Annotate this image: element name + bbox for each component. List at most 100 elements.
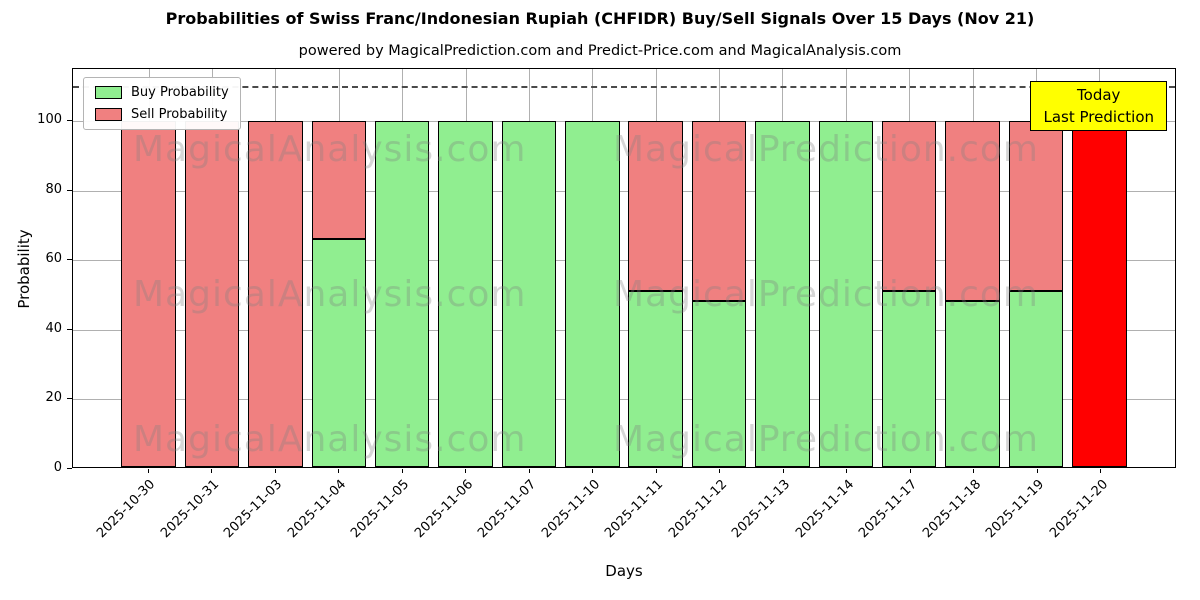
legend: Buy Probability Sell Probability <box>83 77 241 130</box>
plot-area: MagicalAnalysis.com MagicalPrediction.com… <box>72 68 1176 468</box>
legend-item-sell: Sell Probability <box>95 107 229 122</box>
x-tick-label-text: 2025-11-07 <box>475 477 540 542</box>
grid-line-horizontal <box>73 399 1175 401</box>
grid-line-horizontal <box>73 329 1175 331</box>
bar-buy-segment <box>945 300 1000 467</box>
x-tick-label-text: 2025-11-12 <box>665 477 730 542</box>
today-annotation-line1: Today <box>1077 86 1121 104</box>
y-tick-label: 20 <box>45 390 62 406</box>
legend-swatch-buy-icon <box>95 86 122 99</box>
x-tick-mark <box>1036 469 1038 473</box>
bar <box>374 69 430 467</box>
bar <box>755 69 810 467</box>
x-tick-label-text: 2025-11-06 <box>411 477 476 542</box>
bar-buy-segment <box>755 120 810 467</box>
x-axis-label: Days <box>605 562 643 580</box>
legend-item-buy: Buy Probability <box>95 85 229 100</box>
bar-slot <box>434 69 497 467</box>
bar <box>628 69 683 467</box>
bar-slot <box>1004 69 1067 467</box>
x-tick-label-text: 2025-11-19 <box>983 477 1048 542</box>
y-axis-label: Probability <box>15 229 33 309</box>
x-tick-mark <box>592 469 594 473</box>
y-tick-mark <box>67 398 72 400</box>
bar <box>121 69 176 467</box>
bar-sell-segment <box>628 120 683 291</box>
x-tick-label-text: 2025-11-18 <box>919 477 984 542</box>
x-tick-label-text: 2025-11-17 <box>856 477 921 542</box>
grid-line-horizontal <box>73 260 1175 262</box>
today-annotation: Today Last Prediction <box>1030 81 1167 131</box>
bar <box>818 69 874 467</box>
bar-slot <box>814 69 877 467</box>
bar <box>1072 69 1127 467</box>
x-tick-label-text: 2025-11-03 <box>221 477 286 542</box>
legend-label-buy: Buy Probability <box>131 85 229 100</box>
x-tick-label-text: 2025-11-11 <box>602 477 667 542</box>
bar-slot <box>561 69 624 467</box>
bar <box>1008 69 1064 467</box>
bar-buy-segment <box>881 290 937 467</box>
x-tick-label-text: 2025-11-05 <box>348 477 413 542</box>
x-tick-mark <box>147 469 149 473</box>
x-tick-mark <box>655 469 657 473</box>
bar-buy-segment <box>374 120 430 467</box>
bar-slot <box>941 69 1004 467</box>
bar-buy-segment <box>818 120 874 467</box>
bar-slot <box>244 69 307 467</box>
bar-buy-segment <box>691 300 747 467</box>
bar-slot <box>497 69 560 467</box>
bar <box>501 69 557 467</box>
bar-sell-segment <box>121 120 176 467</box>
bar-slot <box>117 69 180 467</box>
x-tick-label-text: 2025-11-10 <box>538 477 603 542</box>
bar-sell-segment <box>311 120 367 239</box>
x-tick-mark <box>211 469 213 473</box>
legend-swatch-sell-icon <box>95 108 122 121</box>
legend-label-sell: Sell Probability <box>131 107 228 122</box>
bar <box>248 69 303 467</box>
bar-sell-segment <box>945 120 1000 301</box>
y-tick-label: 40 <box>45 320 62 336</box>
y-tick-label: 80 <box>45 181 62 197</box>
x-tick-label-text: 2025-11-14 <box>792 477 857 542</box>
x-tick-label-text: 2025-10-30 <box>94 477 159 542</box>
bar-slot <box>878 69 941 467</box>
bar-buy-segment <box>311 238 367 467</box>
y-tick-mark <box>67 189 72 191</box>
bar-slot <box>624 69 687 467</box>
bar-buy-segment <box>438 120 493 467</box>
bar <box>311 69 367 467</box>
bar-slot <box>1068 69 1131 467</box>
x-tick-mark <box>909 469 911 473</box>
y-tick-mark <box>67 468 72 469</box>
bar <box>691 69 747 467</box>
bar-sell-segment <box>1072 120 1127 467</box>
bars-container <box>117 69 1131 467</box>
dashed-threshold-line <box>73 86 1175 89</box>
y-tick-label: 0 <box>53 460 62 475</box>
y-tick-mark <box>67 259 72 261</box>
today-annotation-line2: Last Prediction <box>1043 108 1154 126</box>
bar-slot <box>307 69 370 467</box>
x-tick-label-text: 2025-11-13 <box>729 477 794 542</box>
x-tick-mark <box>528 469 530 473</box>
chart-title: Probabilities of Swiss Franc/Indonesian … <box>165 9 1035 28</box>
bar-slot <box>751 69 814 467</box>
bar <box>881 69 937 467</box>
bar <box>184 69 240 467</box>
bar-slot <box>687 69 750 467</box>
y-tick-mark <box>67 328 72 330</box>
x-tick-mark <box>973 469 975 473</box>
x-tick-mark <box>338 469 340 473</box>
bar-buy-segment <box>565 120 620 467</box>
x-tick-mark <box>1100 469 1102 473</box>
bar <box>438 69 493 467</box>
bar-sell-segment <box>184 120 240 467</box>
x-tick-mark <box>719 469 721 473</box>
bar-buy-segment <box>501 120 557 467</box>
x-tick-label-text: 2025-11-04 <box>284 477 349 542</box>
chart-subtitle: powered by MagicalPrediction.com and Pre… <box>298 43 902 59</box>
x-tick-mark <box>846 469 848 473</box>
